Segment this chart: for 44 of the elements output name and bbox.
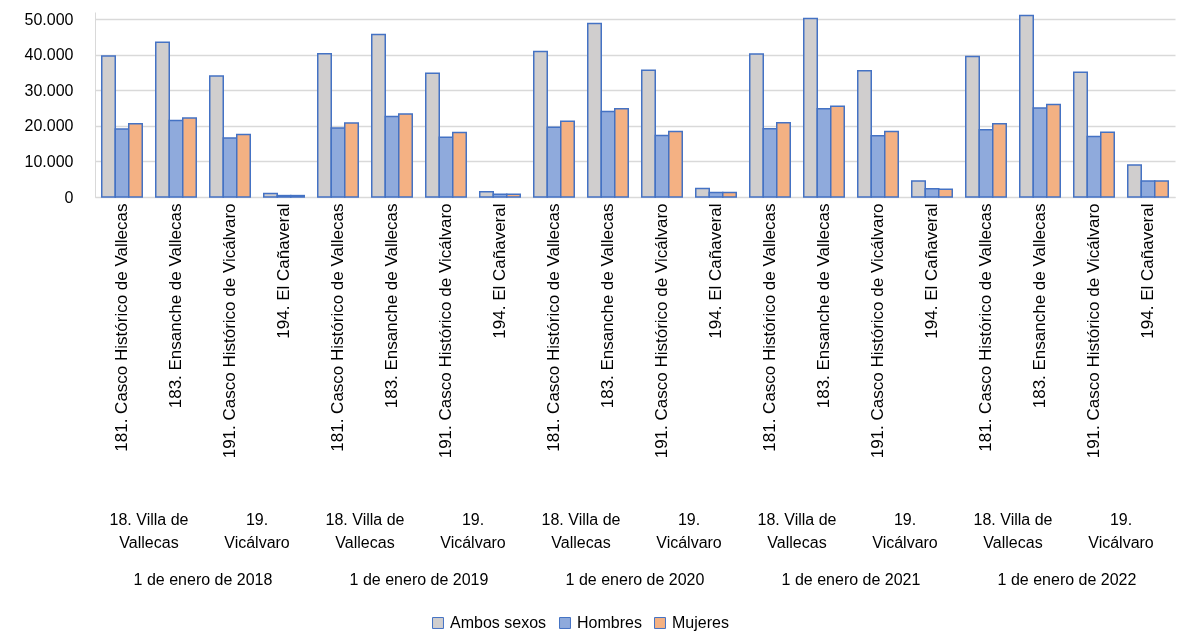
x-tick-label: 191. Casco Histórico de Vicálvaro [220,203,239,459]
text: 18. Villa de Vallecas [325,511,405,551]
x-tick-label: 181. Casco Histórico de Vallecas [112,203,131,452]
y-tick-label: 50.000 [24,10,74,28]
x-tick-label: 181. Casco Histórico de Vallecas [544,203,563,452]
x-tick-label: 194. El Cañaveral [490,203,509,339]
x-tick-label: 183. Ensanche de Vallecas [814,203,833,409]
x-tick-label: 181. Casco Histórico de Vallecas [976,203,995,452]
y-tick-label: 40.000 [24,46,74,64]
text: 18. Villa de Vallecas [757,511,837,551]
legend-label: Hombres [577,614,642,631]
text: 1 de enero de 2021 [781,571,921,588]
text: 1 de enero de 2022 [997,571,1137,588]
text: 19. Vicálvaro [440,511,506,551]
x-tick-label: 191. Casco Histórico de Vicálvaro [868,203,887,459]
x-tick-label: 191. Casco Histórico de Vicálvaro [1084,203,1103,459]
x-tick-label: 191. Casco Histórico de Vicálvaro [652,203,671,459]
text: 1 de enero de 2019 [349,571,489,588]
y-tick-label: 10.000 [24,152,74,170]
x-tick-label: 181. Casco Histórico de Vallecas [760,203,779,452]
x-tick-label: 194. El Cañaveral [706,203,725,339]
text: 18. Villa de Vallecas [973,511,1053,551]
text: 19. Vicálvaro [872,511,938,551]
y-tick-label: 30.000 [24,81,74,99]
text: 19. Vicálvaro [1088,511,1154,551]
text: 18. Villa de Vallecas [109,511,189,551]
legend-label: Mujeres [672,614,729,631]
y-tick-label: 0 [64,188,74,206]
x-tick-label: 183. Ensanche de Vallecas [1030,203,1049,409]
x-tick-label: 183. Ensanche de Vallecas [382,203,401,409]
text: 18. Villa de Vallecas [541,511,621,551]
x-tick-label: 191. Casco Histórico de Vicálvaro [436,203,455,459]
x-tick-label: 194. El Cañaveral [1138,203,1157,339]
text: 19. Vicálvaro [224,511,290,551]
text: 1 de enero de 2018 [133,571,273,588]
x-tick-label: 183. Ensanche de Vallecas [598,203,617,409]
text: 1 de enero de 2020 [565,571,705,588]
x-tick-label: 194. El Cañaveral [274,203,293,339]
legend-label: Ambos sexos [450,614,547,631]
x-tick-label: 183. Ensanche de Vallecas [166,203,185,409]
text: 19. Vicálvaro [656,511,722,551]
x-tick-label: 194. El Cañaveral [922,203,941,339]
x-tick-label: 181. Casco Histórico de Vallecas [328,203,347,452]
y-tick-label: 20.000 [24,117,74,135]
